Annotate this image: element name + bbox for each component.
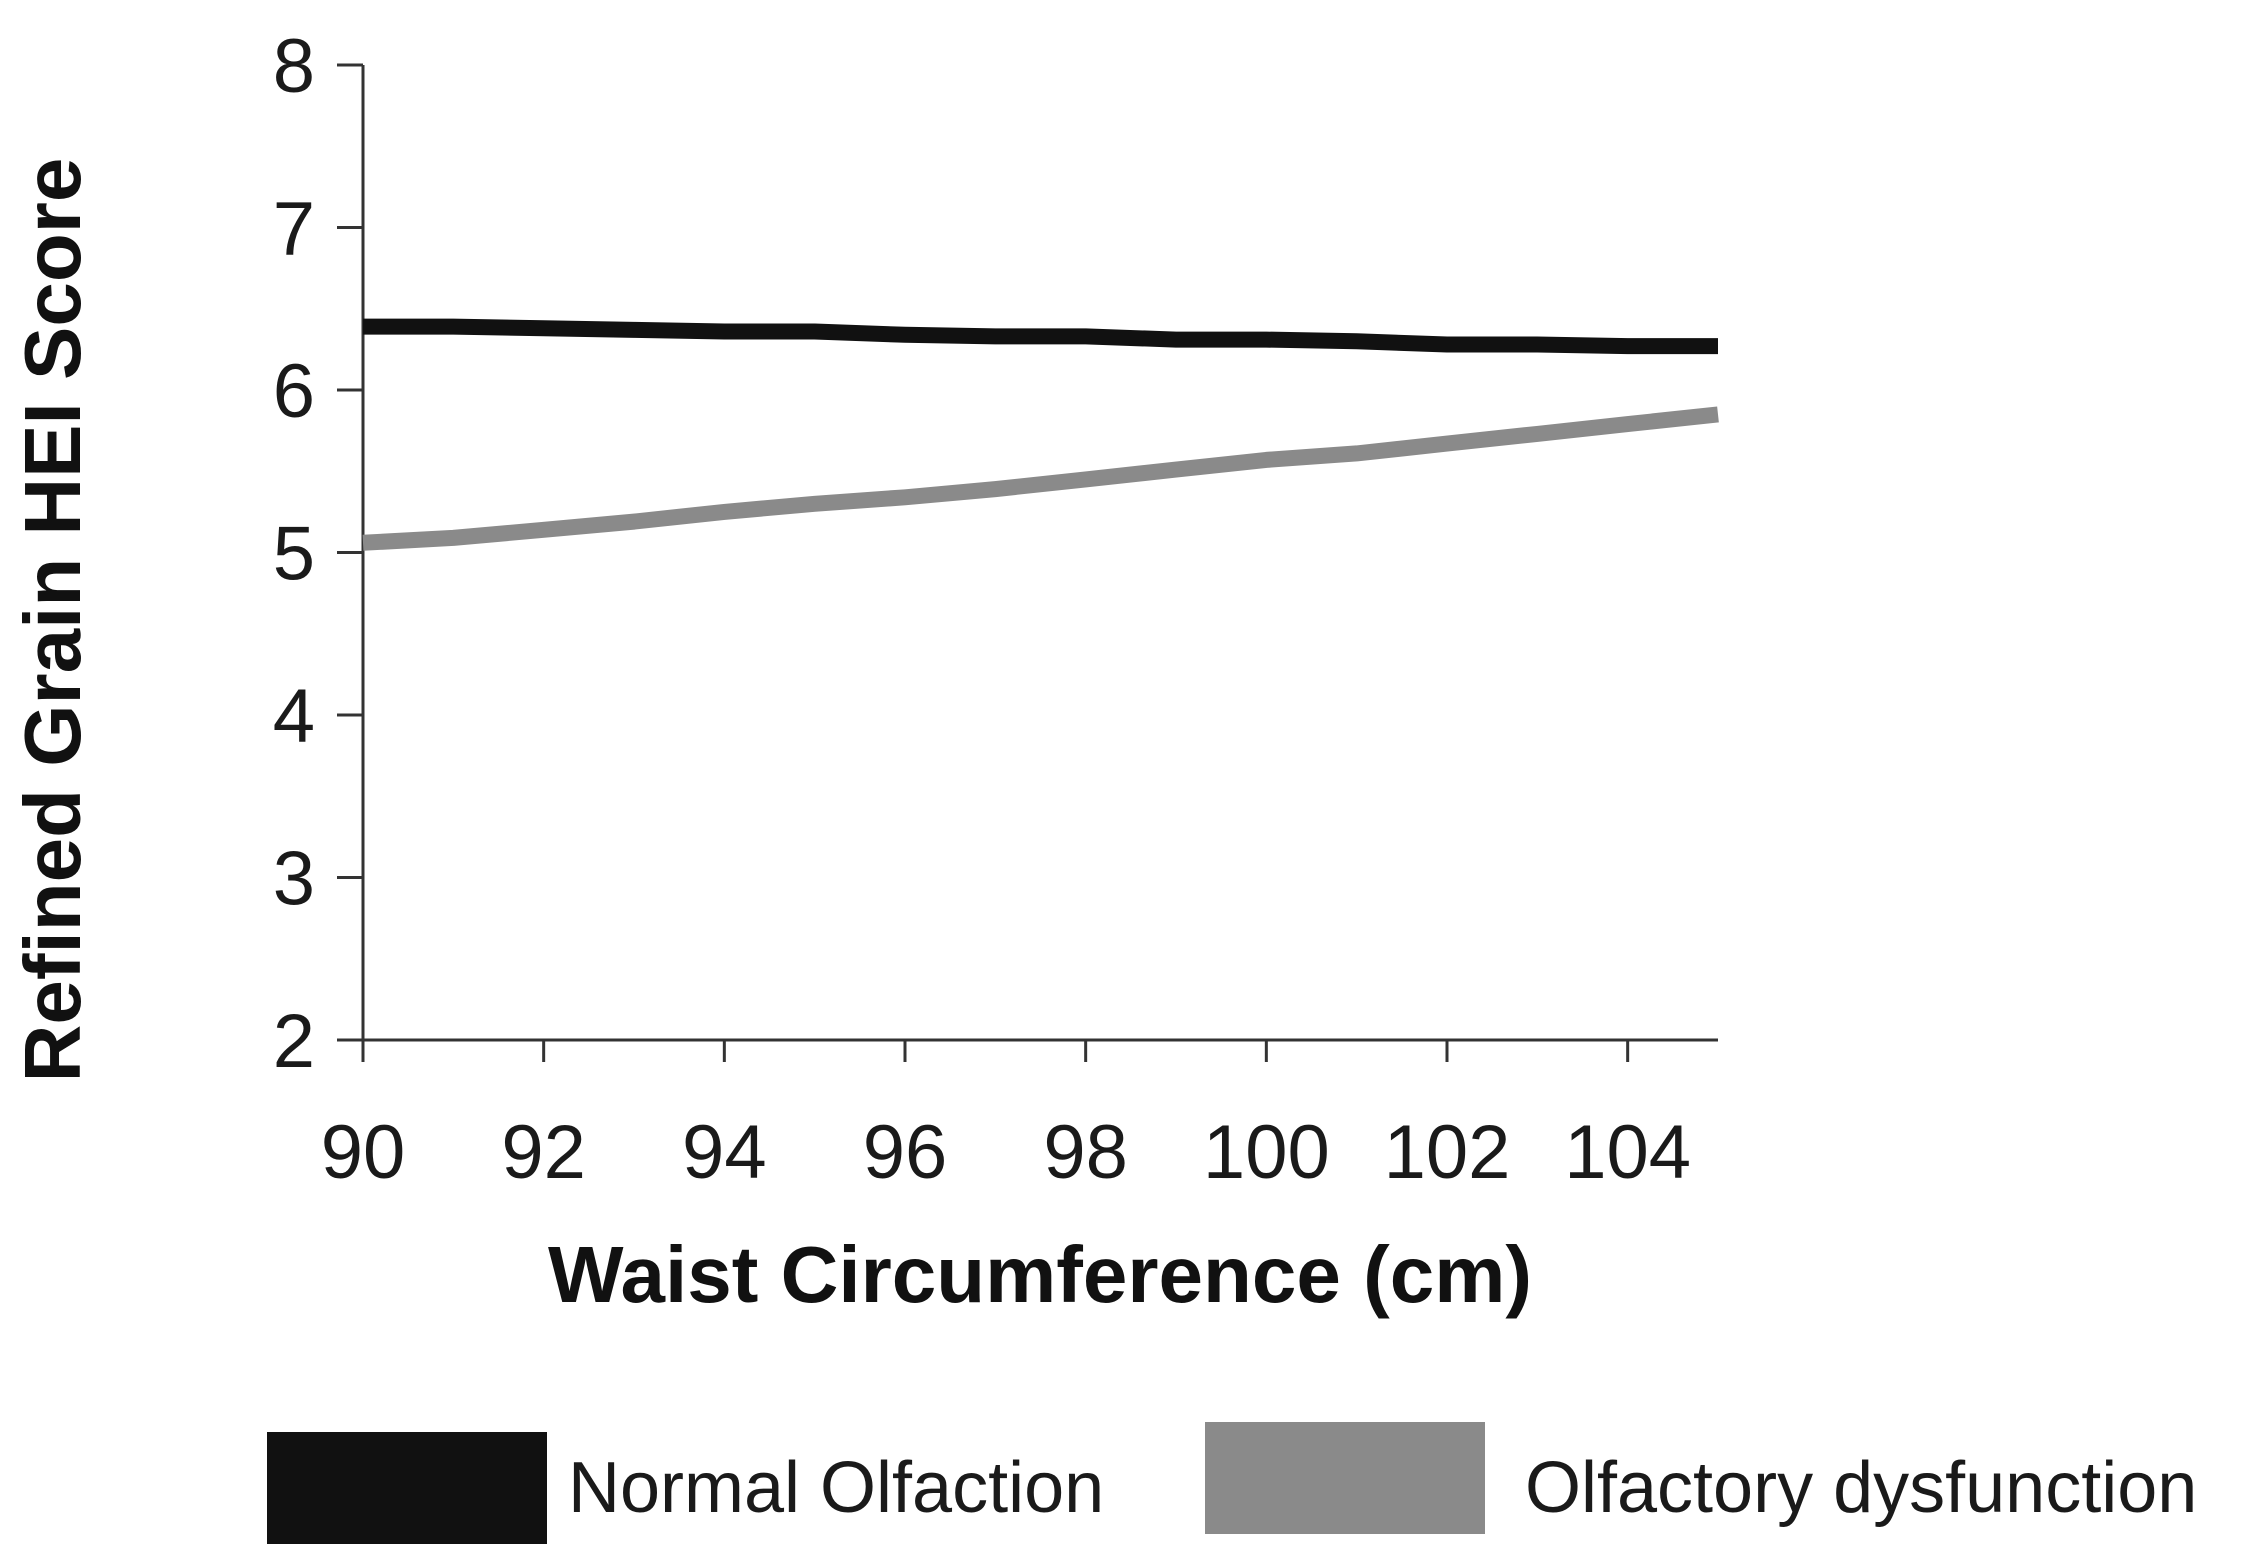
- series-lines: [362, 318, 1719, 551]
- x-tick-label: 102: [1384, 1110, 1511, 1195]
- x-tick-label: 96: [863, 1110, 948, 1195]
- y-axis-ticks: 2 3 4 5 6 7 8: [273, 24, 363, 1084]
- legend: Normal Olfaction Olfactory dysfunction: [267, 1422, 2197, 1544]
- x-tick-label: 90: [321, 1110, 406, 1195]
- y-axis-title: Refined Grain HEI Score: [8, 158, 97, 1083]
- x-tick-label: 92: [501, 1110, 586, 1195]
- x-tick-label: 94: [682, 1110, 767, 1195]
- legend-label-normal-olfaction: Normal Olfaction: [568, 1448, 1104, 1528]
- series-line-olfactory-dysfunction: [362, 406, 1719, 551]
- y-tick-label: 5: [273, 512, 315, 597]
- y-tick-label: 3: [273, 837, 315, 922]
- y-tick-label: 6: [273, 349, 315, 434]
- x-tick-label: 100: [1203, 1110, 1330, 1195]
- legend-swatch-olfactory-dysfunction: [1205, 1422, 1485, 1534]
- x-tick-label: 98: [1043, 1110, 1128, 1195]
- y-tick-label: 7: [273, 187, 315, 272]
- y-tick-label: 8: [273, 24, 315, 109]
- series-line-normal-olfaction: [363, 318, 1718, 355]
- x-axis-title: Waist Circumference (cm): [548, 1230, 1532, 1319]
- legend-swatch-normal-olfaction: [267, 1432, 547, 1544]
- y-tick-label: 2: [273, 999, 315, 1084]
- x-axis-ticks: 90 92 94 96 98 100 102 104: [321, 1040, 1691, 1195]
- legend-label-olfactory-dysfunction: Olfactory dysfunction: [1525, 1448, 2197, 1528]
- x-tick-label: 104: [1564, 1110, 1691, 1195]
- y-tick-label: 4: [273, 674, 315, 759]
